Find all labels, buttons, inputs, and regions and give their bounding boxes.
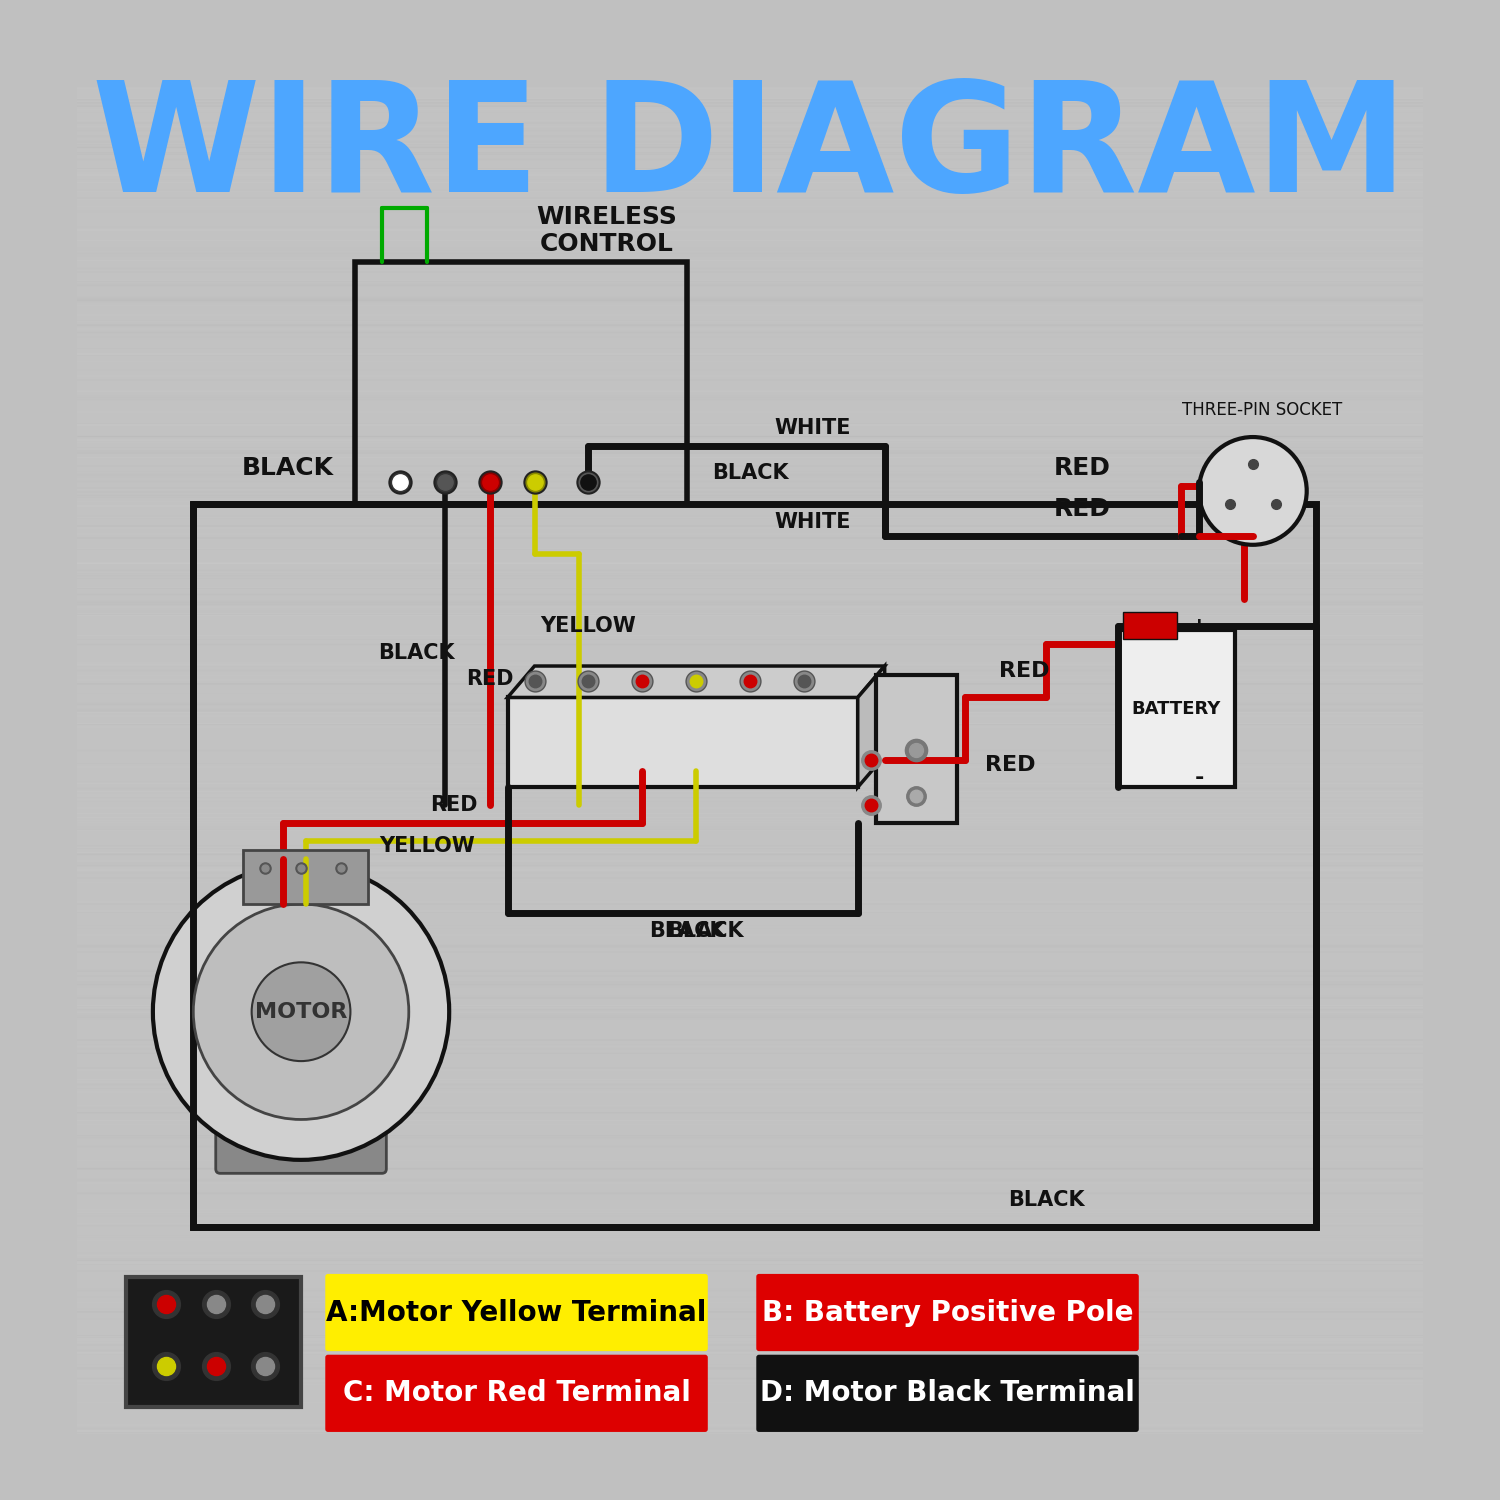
Text: WIRE DIAGRAM: WIRE DIAGRAM	[92, 75, 1408, 224]
Circle shape	[1198, 436, 1306, 544]
FancyBboxPatch shape	[756, 1354, 1138, 1432]
Text: BLACK: BLACK	[242, 456, 333, 480]
FancyBboxPatch shape	[756, 1274, 1138, 1352]
Bar	[1118, 630, 1234, 788]
Text: -: -	[1194, 768, 1203, 789]
Text: D: Motor Black Terminal: D: Motor Black Terminal	[760, 1380, 1136, 1407]
Bar	[243, 850, 369, 904]
Bar	[876, 675, 957, 824]
FancyBboxPatch shape	[326, 1354, 708, 1432]
Text: B: Battery Positive Pole: B: Battery Positive Pole	[762, 1299, 1134, 1326]
Bar	[126, 1276, 302, 1407]
Text: WHITE: WHITE	[774, 419, 850, 438]
Text: BLACK: BLACK	[711, 464, 789, 483]
Text: BLACK: BLACK	[650, 921, 726, 940]
Text: RED: RED	[466, 669, 513, 690]
Bar	[194, 504, 1316, 1227]
Text: BLACK: BLACK	[378, 642, 454, 663]
Text: RED: RED	[1054, 456, 1110, 480]
FancyBboxPatch shape	[216, 1056, 387, 1173]
Text: YELLOW: YELLOW	[540, 615, 636, 636]
Bar	[356, 262, 687, 504]
Polygon shape	[507, 666, 885, 698]
Text: WHITE: WHITE	[774, 513, 850, 532]
Text: RED: RED	[999, 660, 1048, 681]
Text: YELLOW: YELLOW	[380, 836, 474, 855]
Text: BATTERY: BATTERY	[1132, 700, 1221, 718]
Circle shape	[194, 904, 410, 1119]
Text: WIRELESS: WIRELESS	[536, 206, 676, 230]
Text: CONTROL: CONTROL	[540, 232, 674, 256]
FancyBboxPatch shape	[326, 1274, 708, 1352]
Bar	[507, 698, 858, 788]
Text: C: Motor Red Terminal: C: Motor Red Terminal	[342, 1380, 690, 1407]
Polygon shape	[858, 666, 885, 788]
Circle shape	[153, 864, 448, 1160]
Text: RED: RED	[986, 754, 1035, 776]
Circle shape	[252, 963, 351, 1060]
Bar	[1122, 612, 1176, 639]
Text: +: +	[1190, 615, 1209, 636]
Text: RED: RED	[430, 795, 477, 814]
Text: BLACK: BLACK	[1008, 1191, 1084, 1210]
Text: THREE-PIN SOCKET: THREE-PIN SOCKET	[1182, 400, 1342, 418]
Text: MOTOR: MOTOR	[255, 1002, 346, 1022]
Text: RED: RED	[1054, 496, 1110, 520]
Text: A:Motor Yellow Terminal: A:Motor Yellow Terminal	[327, 1299, 706, 1326]
Text: BLACK: BLACK	[668, 921, 744, 940]
